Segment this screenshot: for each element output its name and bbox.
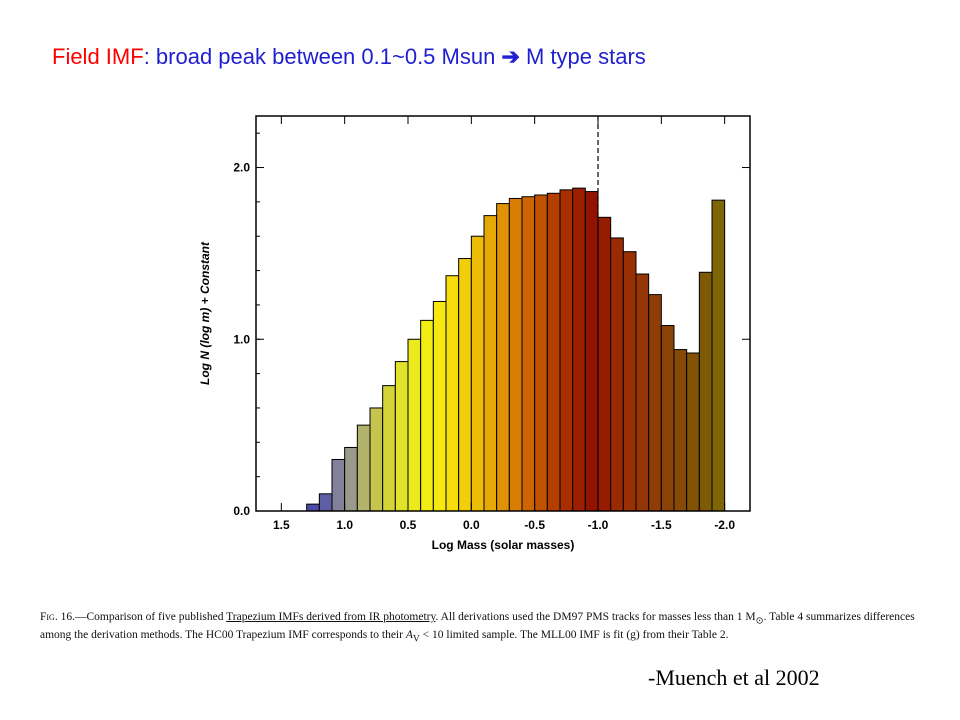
caption-av-symbol: A <box>405 629 413 642</box>
histogram-bar <box>394 361 409 512</box>
x-tick-label: -0.5 <box>524 518 545 532</box>
histogram-bar <box>432 300 447 512</box>
figure-caption: Fig. 16.—Comparison of five published Tr… <box>40 610 925 647</box>
histogram-bar <box>610 237 624 512</box>
x-tick-label: 1.0 <box>336 518 353 532</box>
histogram-bar <box>546 192 561 512</box>
histogram-bar <box>698 271 713 512</box>
caption-text-a: —Comparison of five published <box>74 611 227 623</box>
histogram-bar <box>318 493 333 512</box>
y-tick-label: 2.0 <box>233 161 250 175</box>
caption-underlined-text: Trapezium IMFs derived from IR photometr… <box>226 611 436 623</box>
histogram-bar <box>445 275 460 512</box>
histogram-bar <box>711 199 726 512</box>
y-tick-label: 1.0 <box>233 332 250 346</box>
x-axis-label: Log Mass (solar masses) <box>432 538 575 552</box>
histogram-bar <box>496 203 510 512</box>
histogram-bar <box>458 258 472 512</box>
histogram-bar <box>597 216 612 512</box>
histogram-bar <box>584 191 599 512</box>
histogram-bar <box>559 189 574 512</box>
caption-text-b: . All derivations used the DM97 PMS trac… <box>435 611 756 623</box>
title-m-type-text: M type stars <box>519 44 646 69</box>
y-tick-label: 0.0 <box>233 504 250 518</box>
histogram-bar <box>508 197 523 512</box>
histogram-bar <box>622 251 637 512</box>
histogram-bar <box>369 407 384 512</box>
x-tick-label: -1.5 <box>651 518 672 532</box>
caption-fig-label: Fig. 16. <box>40 611 75 623</box>
citation: -Muench et al 2002 <box>648 665 820 690</box>
histogram-bar <box>407 338 422 512</box>
x-tick-label: 0.5 <box>400 518 417 532</box>
y-axis-ticks: 0.0 1.0 2.0 <box>233 132 750 518</box>
title-field-imf: Field IMF <box>52 44 144 69</box>
histogram-bar <box>344 446 358 512</box>
title-peak-text: : broad peak between 0.1~0.5 Msun <box>143 44 502 69</box>
histogram-bar <box>470 235 485 512</box>
histogram-bar <box>648 294 662 512</box>
histogram-bar <box>382 385 396 512</box>
x-tick-label: 1.5 <box>273 518 290 532</box>
caption-msun-subscript: ⊙ <box>755 615 764 627</box>
histogram-bar <box>572 187 586 512</box>
caption-text-d: < 10 limited sample. The MLL00 IMF is fi… <box>419 629 729 642</box>
histogram-bar <box>331 458 346 512</box>
histogram-bar <box>635 273 650 512</box>
histogram-bar <box>521 196 536 512</box>
histogram-bar <box>686 352 700 512</box>
caption-av-subscript: V <box>412 633 420 645</box>
right-arrow-icon: ➔ <box>501 44 520 69</box>
imf-histogram-chart: 1.5 1.0 0.5 0.0 -0.5 -1.0 -1.5 -2.0 0.0 1.0 2.0 L… <box>198 115 751 552</box>
slide-title: Field IMF: broad peak between 0.1~0.5 Ms… <box>52 44 646 70</box>
caption-text-c: . Table 4 summarizes differences among t… <box>40 611 915 642</box>
histogram-bars <box>306 187 726 512</box>
plot-frame <box>255 115 751 512</box>
x-tick-label: 0.0 <box>463 518 480 532</box>
y-axis-label: Log N (log m) + Constant <box>198 241 212 385</box>
x-axis-ticks: 1.5 1.0 0.5 0.0 -0.5 -1.0 -1.5 -2.0 <box>273 116 735 532</box>
x-tick-label: -1.0 <box>588 518 609 532</box>
histogram-bar <box>420 319 434 512</box>
histogram-bar <box>356 424 371 512</box>
histogram-bar <box>660 325 675 512</box>
histogram-bar <box>306 503 320 512</box>
histogram-bar <box>483 215 498 512</box>
histogram-bar <box>534 194 548 512</box>
x-tick-label: -2.0 <box>714 518 735 532</box>
histogram-bar <box>673 349 688 512</box>
